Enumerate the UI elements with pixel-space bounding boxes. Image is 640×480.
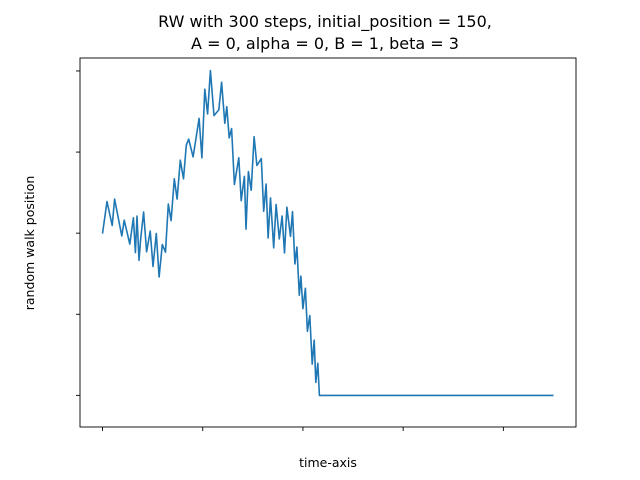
x-axis-label: time-axis: [299, 455, 357, 470]
chart-title-line-2: A = 0, alpha = 0, B = 1, beta = 3: [191, 34, 459, 53]
axes-frame: [79, 57, 577, 428]
y-axis-ticks: [76, 70, 80, 396]
plot-area: [101, 69, 554, 397]
x-axis-ticks: [102, 427, 504, 431]
chart-title-line-1: RW with 300 steps, initial_position = 15…: [158, 12, 492, 32]
random-walk-line-0: [101, 69, 554, 397]
y-axis-label: random walk position: [22, 176, 37, 311]
